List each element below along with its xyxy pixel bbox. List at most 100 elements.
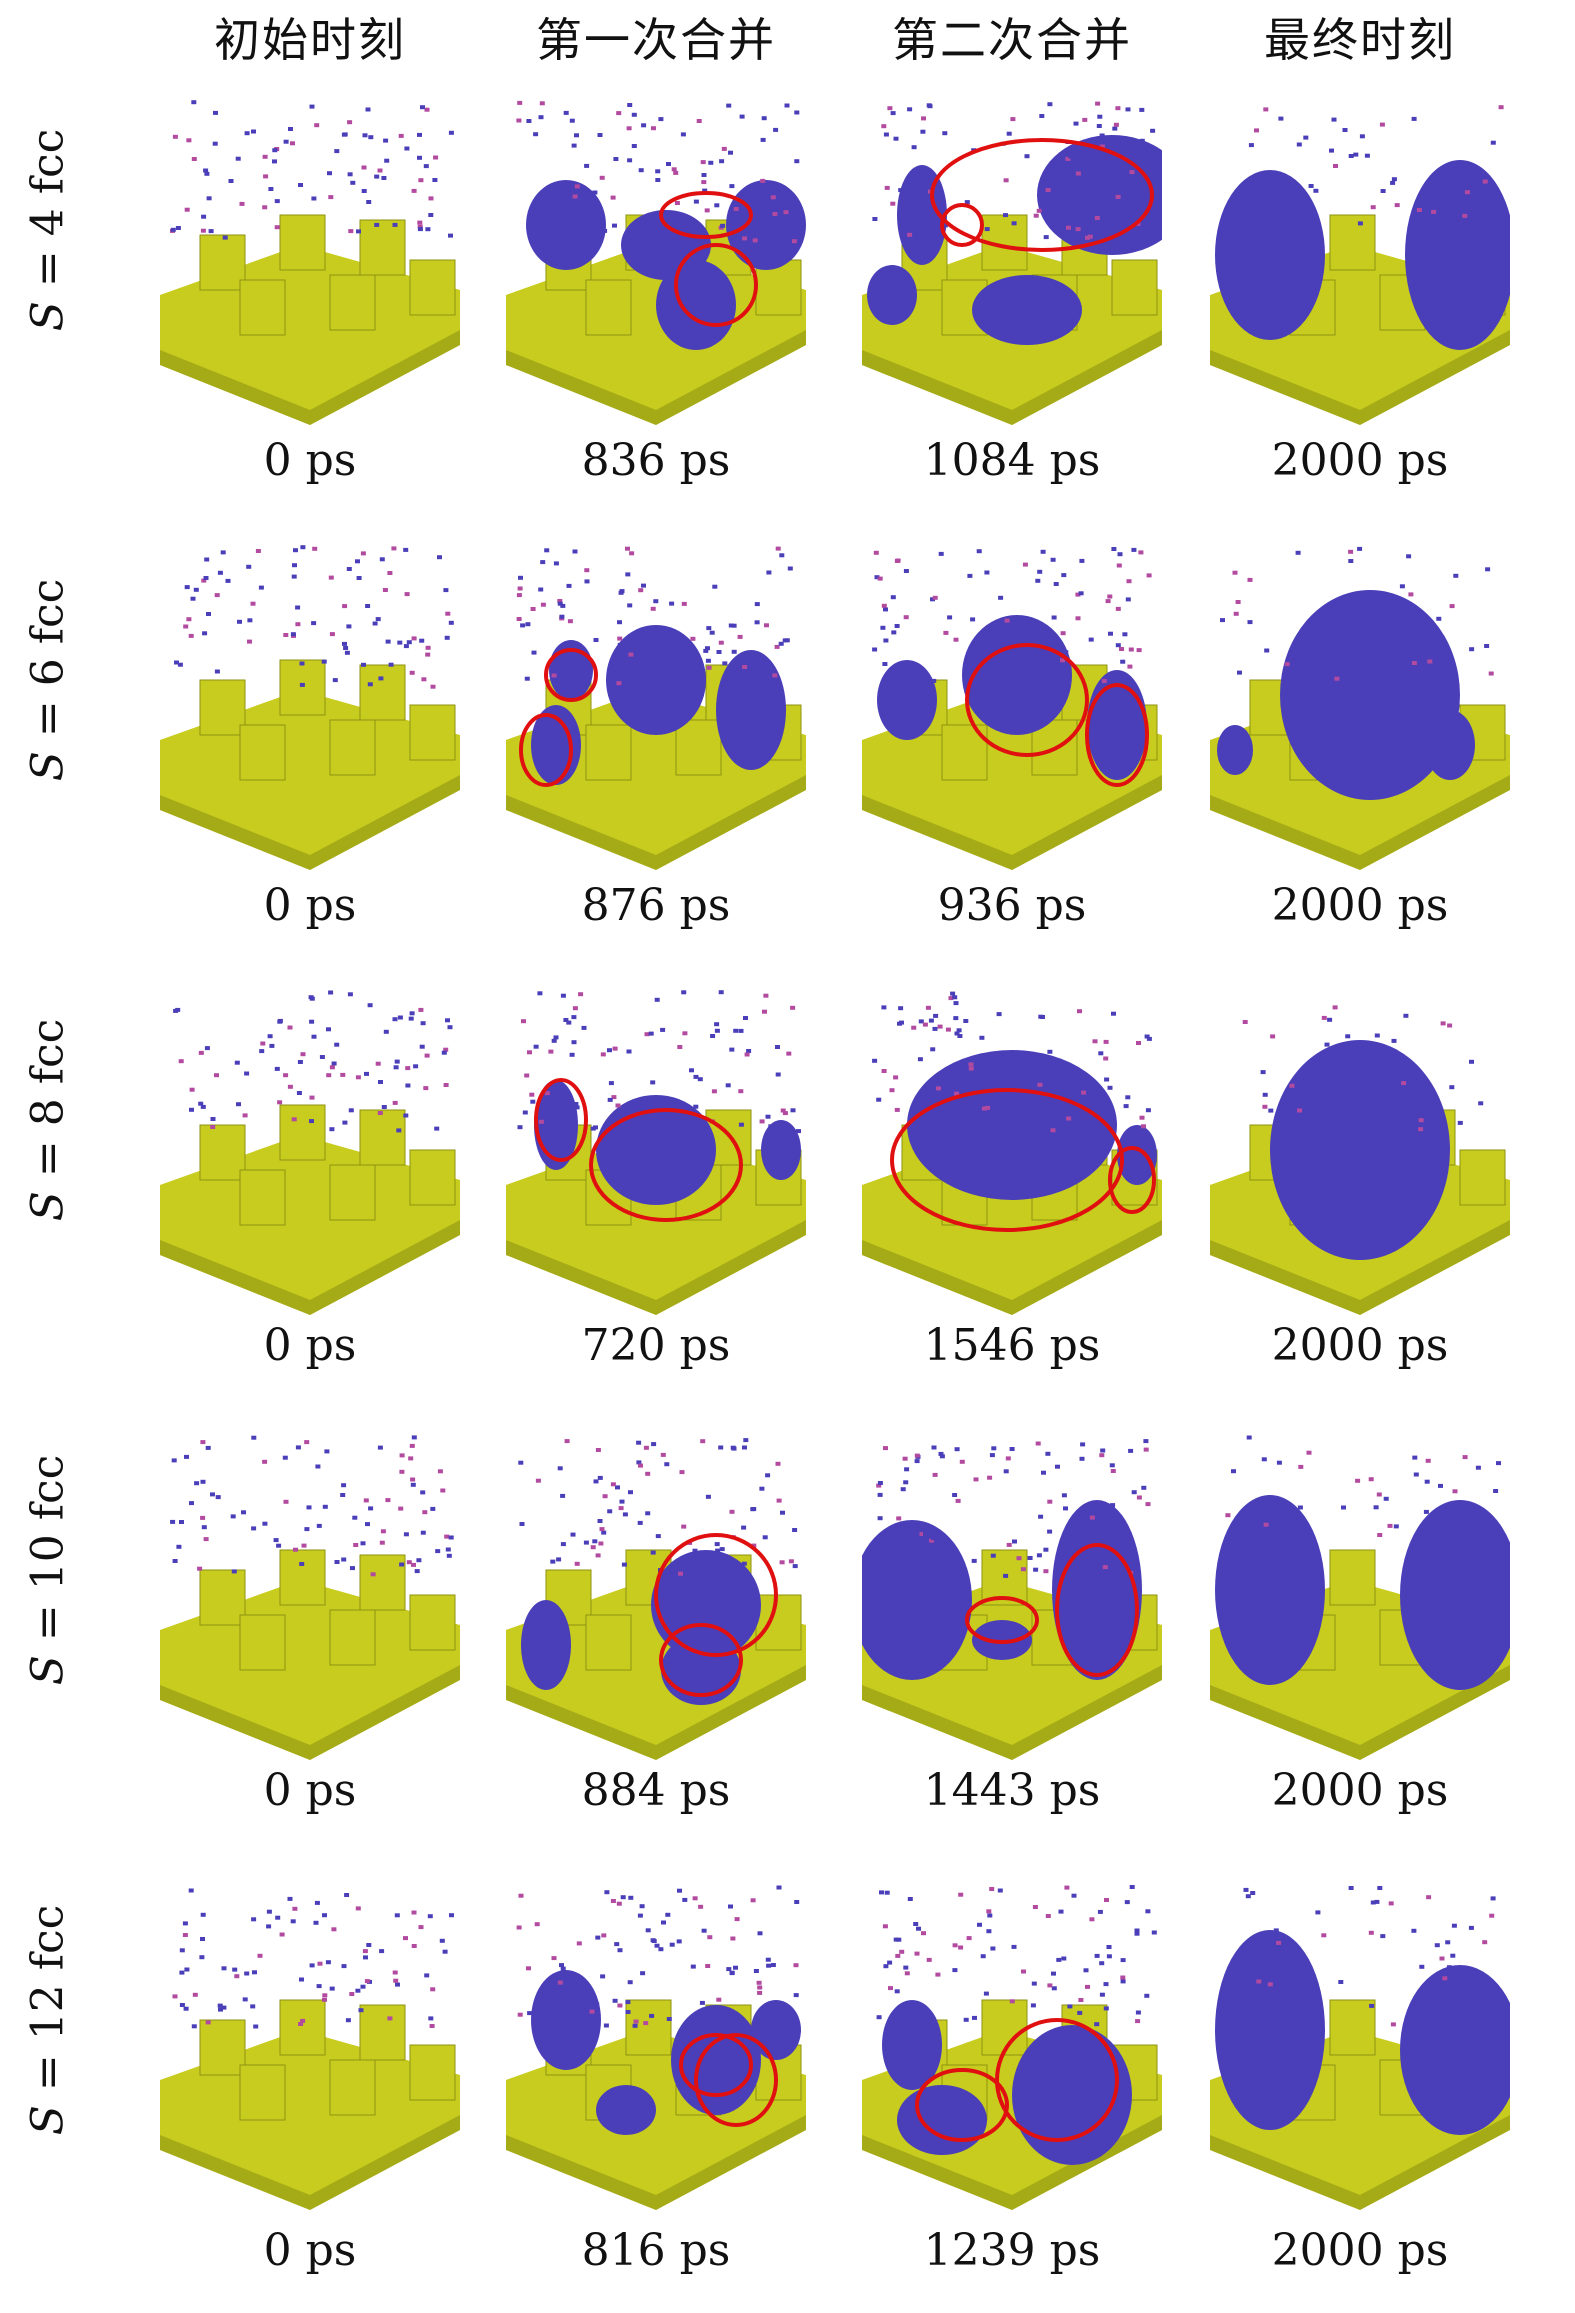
free-atom [1041, 1470, 1046, 1475]
free-atom [262, 154, 268, 159]
free-atom [1496, 1461, 1501, 1466]
free-atom [334, 1042, 340, 1047]
free-atom [763, 993, 769, 998]
free-atom [314, 1900, 320, 1905]
free-atom [1247, 577, 1253, 582]
free-atom [953, 1001, 959, 1006]
free-atom [1033, 1567, 1039, 1572]
free-atom [1096, 1501, 1102, 1506]
free-atom [921, 116, 926, 121]
free-atom [356, 576, 362, 580]
free-atom [1408, 592, 1414, 597]
free-atom [599, 1527, 605, 1532]
free-atom [237, 619, 242, 624]
substrate-pillar [199, 1569, 246, 1626]
free-atom [1374, 1899, 1380, 1904]
atom-cluster [1217, 725, 1253, 775]
free-atom [569, 118, 575, 123]
free-atom [775, 1045, 780, 1049]
free-atom [537, 208, 543, 213]
free-atom [939, 1454, 945, 1459]
free-atom [996, 1012, 1002, 1017]
free-atom [442, 1949, 448, 1954]
free-atom [381, 1105, 387, 1109]
free-atom [410, 1482, 416, 1487]
substrate-pillar [359, 1554, 406, 1611]
free-atom [242, 1113, 248, 1118]
free-atom [204, 1046, 210, 1051]
free-atom [883, 1964, 889, 1969]
free-atom [1083, 1523, 1089, 1528]
free-atom [900, 1487, 906, 1492]
free-atom [773, 127, 779, 132]
free-atom [1360, 1124, 1366, 1129]
free-atom [894, 1989, 900, 1994]
free-atom [171, 1458, 177, 1463]
free-atom [425, 227, 431, 232]
free-atom [903, 615, 909, 620]
free-atom [1225, 1513, 1231, 1518]
free-atom [425, 652, 431, 657]
free-atom [907, 232, 913, 237]
free-atom [1139, 107, 1145, 112]
free-atom [1423, 1509, 1429, 1514]
free-atom [537, 991, 543, 996]
free-atom [422, 1510, 428, 1515]
free-atom [190, 596, 196, 601]
free-atom [433, 155, 439, 160]
free-atom [1047, 1529, 1053, 1534]
free-atom [757, 1990, 763, 1995]
free-atom [1039, 114, 1045, 118]
free-atom [540, 602, 546, 607]
free-atom [1315, 1910, 1321, 1915]
free-atom [739, 114, 745, 119]
free-atom [730, 1936, 736, 1941]
free-atom [341, 1483, 347, 1488]
free-atom [199, 1955, 205, 1960]
free-atom [204, 557, 210, 562]
free-atom [312, 546, 318, 551]
free-atom [765, 1473, 771, 1478]
free-atom [1143, 1447, 1149, 1452]
free-atom [1010, 117, 1016, 122]
free-atom [877, 576, 883, 581]
free-atom [581, 1025, 587, 1030]
free-atom [929, 1538, 935, 1543]
free-atom [1129, 170, 1135, 175]
free-atom [1094, 2022, 1100, 2027]
free-atom [173, 1008, 179, 1013]
free-atom [1246, 1435, 1252, 1440]
free-atom [937, 1024, 943, 1029]
substrate-pillar [359, 664, 406, 721]
free-atom [954, 1031, 960, 1036]
free-atom [356, 229, 361, 234]
merge-highlight-ring [1085, 683, 1149, 787]
free-atom [329, 1065, 335, 1070]
free-atom [1411, 1928, 1417, 1933]
free-atom [627, 158, 633, 163]
free-atom [638, 219, 644, 224]
free-atom [183, 2006, 189, 2011]
free-atom [340, 1072, 346, 1077]
free-atom [267, 1034, 273, 1039]
free-atom [317, 1961, 323, 1966]
free-atom [1096, 124, 1102, 128]
free-atom [1098, 1088, 1104, 1093]
free-atom [921, 1124, 927, 1129]
free-atom [1024, 154, 1030, 159]
free-atom [170, 1519, 176, 1524]
free-atom [551, 1956, 557, 1961]
free-atom [641, 583, 646, 588]
free-atom [708, 160, 714, 165]
free-atom [313, 1920, 319, 1925]
free-atom [890, 595, 896, 600]
substrate-pillar [359, 219, 406, 276]
free-atom [1144, 1034, 1150, 1039]
free-atom [1146, 573, 1152, 578]
free-atom [1109, 1463, 1115, 1468]
free-atom [214, 593, 220, 598]
free-atom [1113, 122, 1119, 127]
free-atom [794, 159, 800, 164]
free-atom [734, 1917, 740, 1922]
free-atom [201, 214, 207, 219]
